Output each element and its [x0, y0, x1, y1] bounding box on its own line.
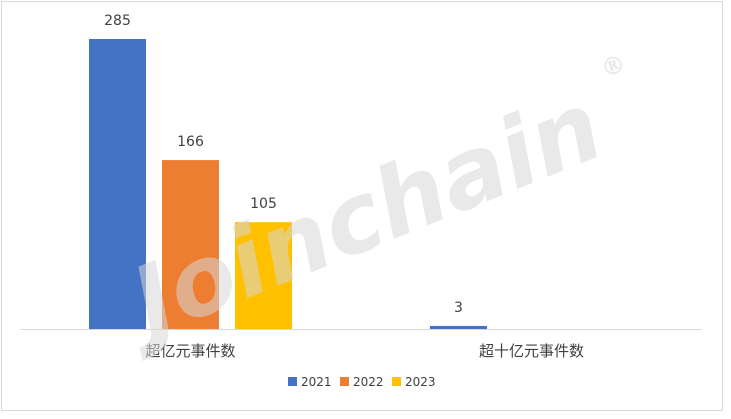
data-label: 166	[177, 134, 204, 150]
legend-swatch-2021	[288, 377, 297, 386]
data-labels: 285 166 105 3	[104, 13, 463, 316]
category-axis: 超亿元事件数 超十亿元事件数	[145, 342, 584, 360]
plot-area	[20, 39, 702, 330]
legend-label-2022: 2022	[353, 375, 384, 389]
legend-swatch-2022	[340, 377, 349, 386]
category-label: 超十亿元事件数	[479, 342, 584, 360]
legend-swatch-2023	[392, 377, 401, 386]
bar-2022-0	[162, 160, 219, 329]
data-label: 105	[250, 196, 277, 212]
chart-frame: 285 166 105 3 超亿元事件数 超十亿元事件数 2021 2022 2023 Jo…	[1, 1, 723, 411]
bar-2021-1	[430, 325, 487, 329]
legend-label-2023: 2023	[405, 375, 436, 389]
bar-2023-0	[235, 222, 292, 329]
category-label: 超亿元事件数	[145, 342, 235, 360]
legend: 2021 2022 2023	[288, 375, 436, 389]
bar-2021-0	[89, 39, 146, 329]
watermark-mark: ®	[597, 49, 630, 84]
data-label: 285	[104, 13, 131, 29]
legend-label-2021: 2021	[301, 375, 332, 389]
data-label: 3	[454, 300, 463, 316]
